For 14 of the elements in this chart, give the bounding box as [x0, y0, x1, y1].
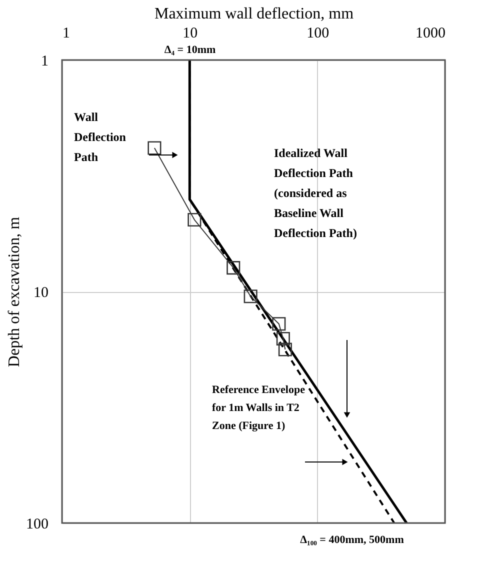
x-tick-label: 10	[182, 26, 198, 42]
y-tick-label: 1	[41, 54, 48, 70]
x-tick-label: 1000	[416, 26, 446, 42]
x-tick-label: 100	[306, 26, 330, 42]
text: Δ₄ = 10mm	[164, 44, 216, 56]
y-tick-label: 100	[26, 516, 48, 532]
annotation: Idealized Wall Deflection Path (considered as Baseline Wall Deflection Path)	[274, 146, 357, 240]
x-axis-title: Maximum wall deflection, mm	[154, 6, 354, 22]
x-tick-label: 1	[62, 26, 70, 42]
y-axis-title: Depth of excavation, m	[6, 216, 23, 368]
annotation: Reference Envelope for 1m Walls in T2 Zone (Figure 1)	[212, 384, 306, 432]
annotation: Wall Deflection Path	[74, 110, 126, 164]
text: Δ₁₀₀ = 400mm, 500mm	[300, 534, 404, 546]
y-tick-label: 10	[34, 285, 48, 301]
